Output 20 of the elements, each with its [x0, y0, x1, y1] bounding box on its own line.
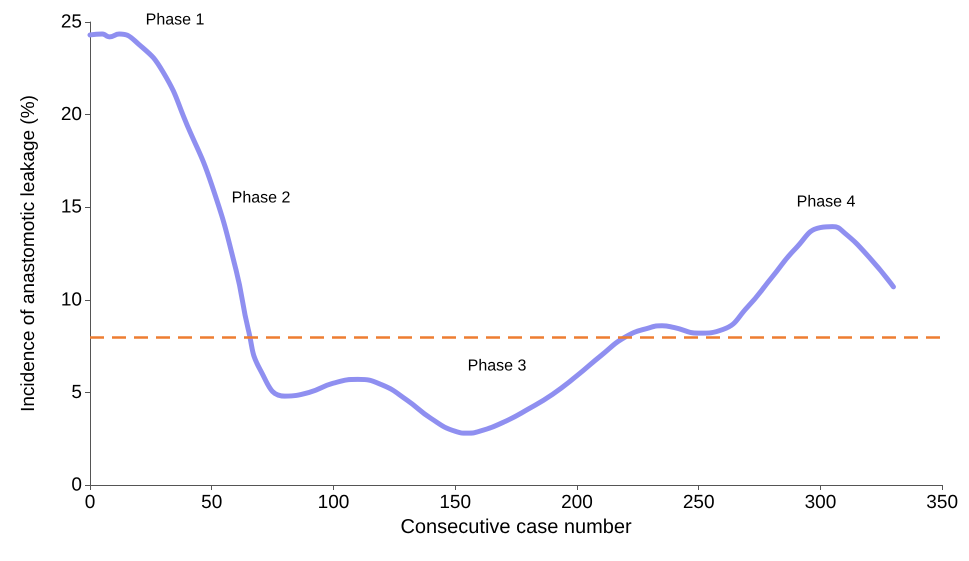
y-tick-label: 25: [60, 12, 82, 32]
x-tick-label: 200: [561, 492, 593, 513]
x-tick-label: 250: [682, 492, 715, 513]
y-axis-title: Incidence of anastomotic leakage (%): [18, 95, 39, 412]
annotation: Phase 1: [146, 12, 204, 28]
y-tick-label: 15: [60, 196, 82, 218]
y-tick-label: 10: [60, 289, 82, 310]
x-tick-label: 0: [84, 492, 96, 513]
annotation: Phase 2: [232, 190, 290, 206]
x-tick-label: 300: [804, 492, 836, 513]
x-tick-label: 50: [201, 492, 222, 513]
x-tick-label: 100: [318, 492, 350, 513]
x-axis-title: Consecutive case number: [400, 516, 632, 538]
x-tick-label: 350: [926, 492, 958, 513]
y-tick-label: 0: [71, 474, 82, 496]
x-tick-label: 150: [439, 492, 472, 513]
annotation: Phase 3: [468, 358, 526, 374]
annotation: Phase 4: [796, 194, 856, 210]
y-tick-label: 20: [60, 104, 82, 126]
y-tick-label: 5: [71, 382, 82, 403]
